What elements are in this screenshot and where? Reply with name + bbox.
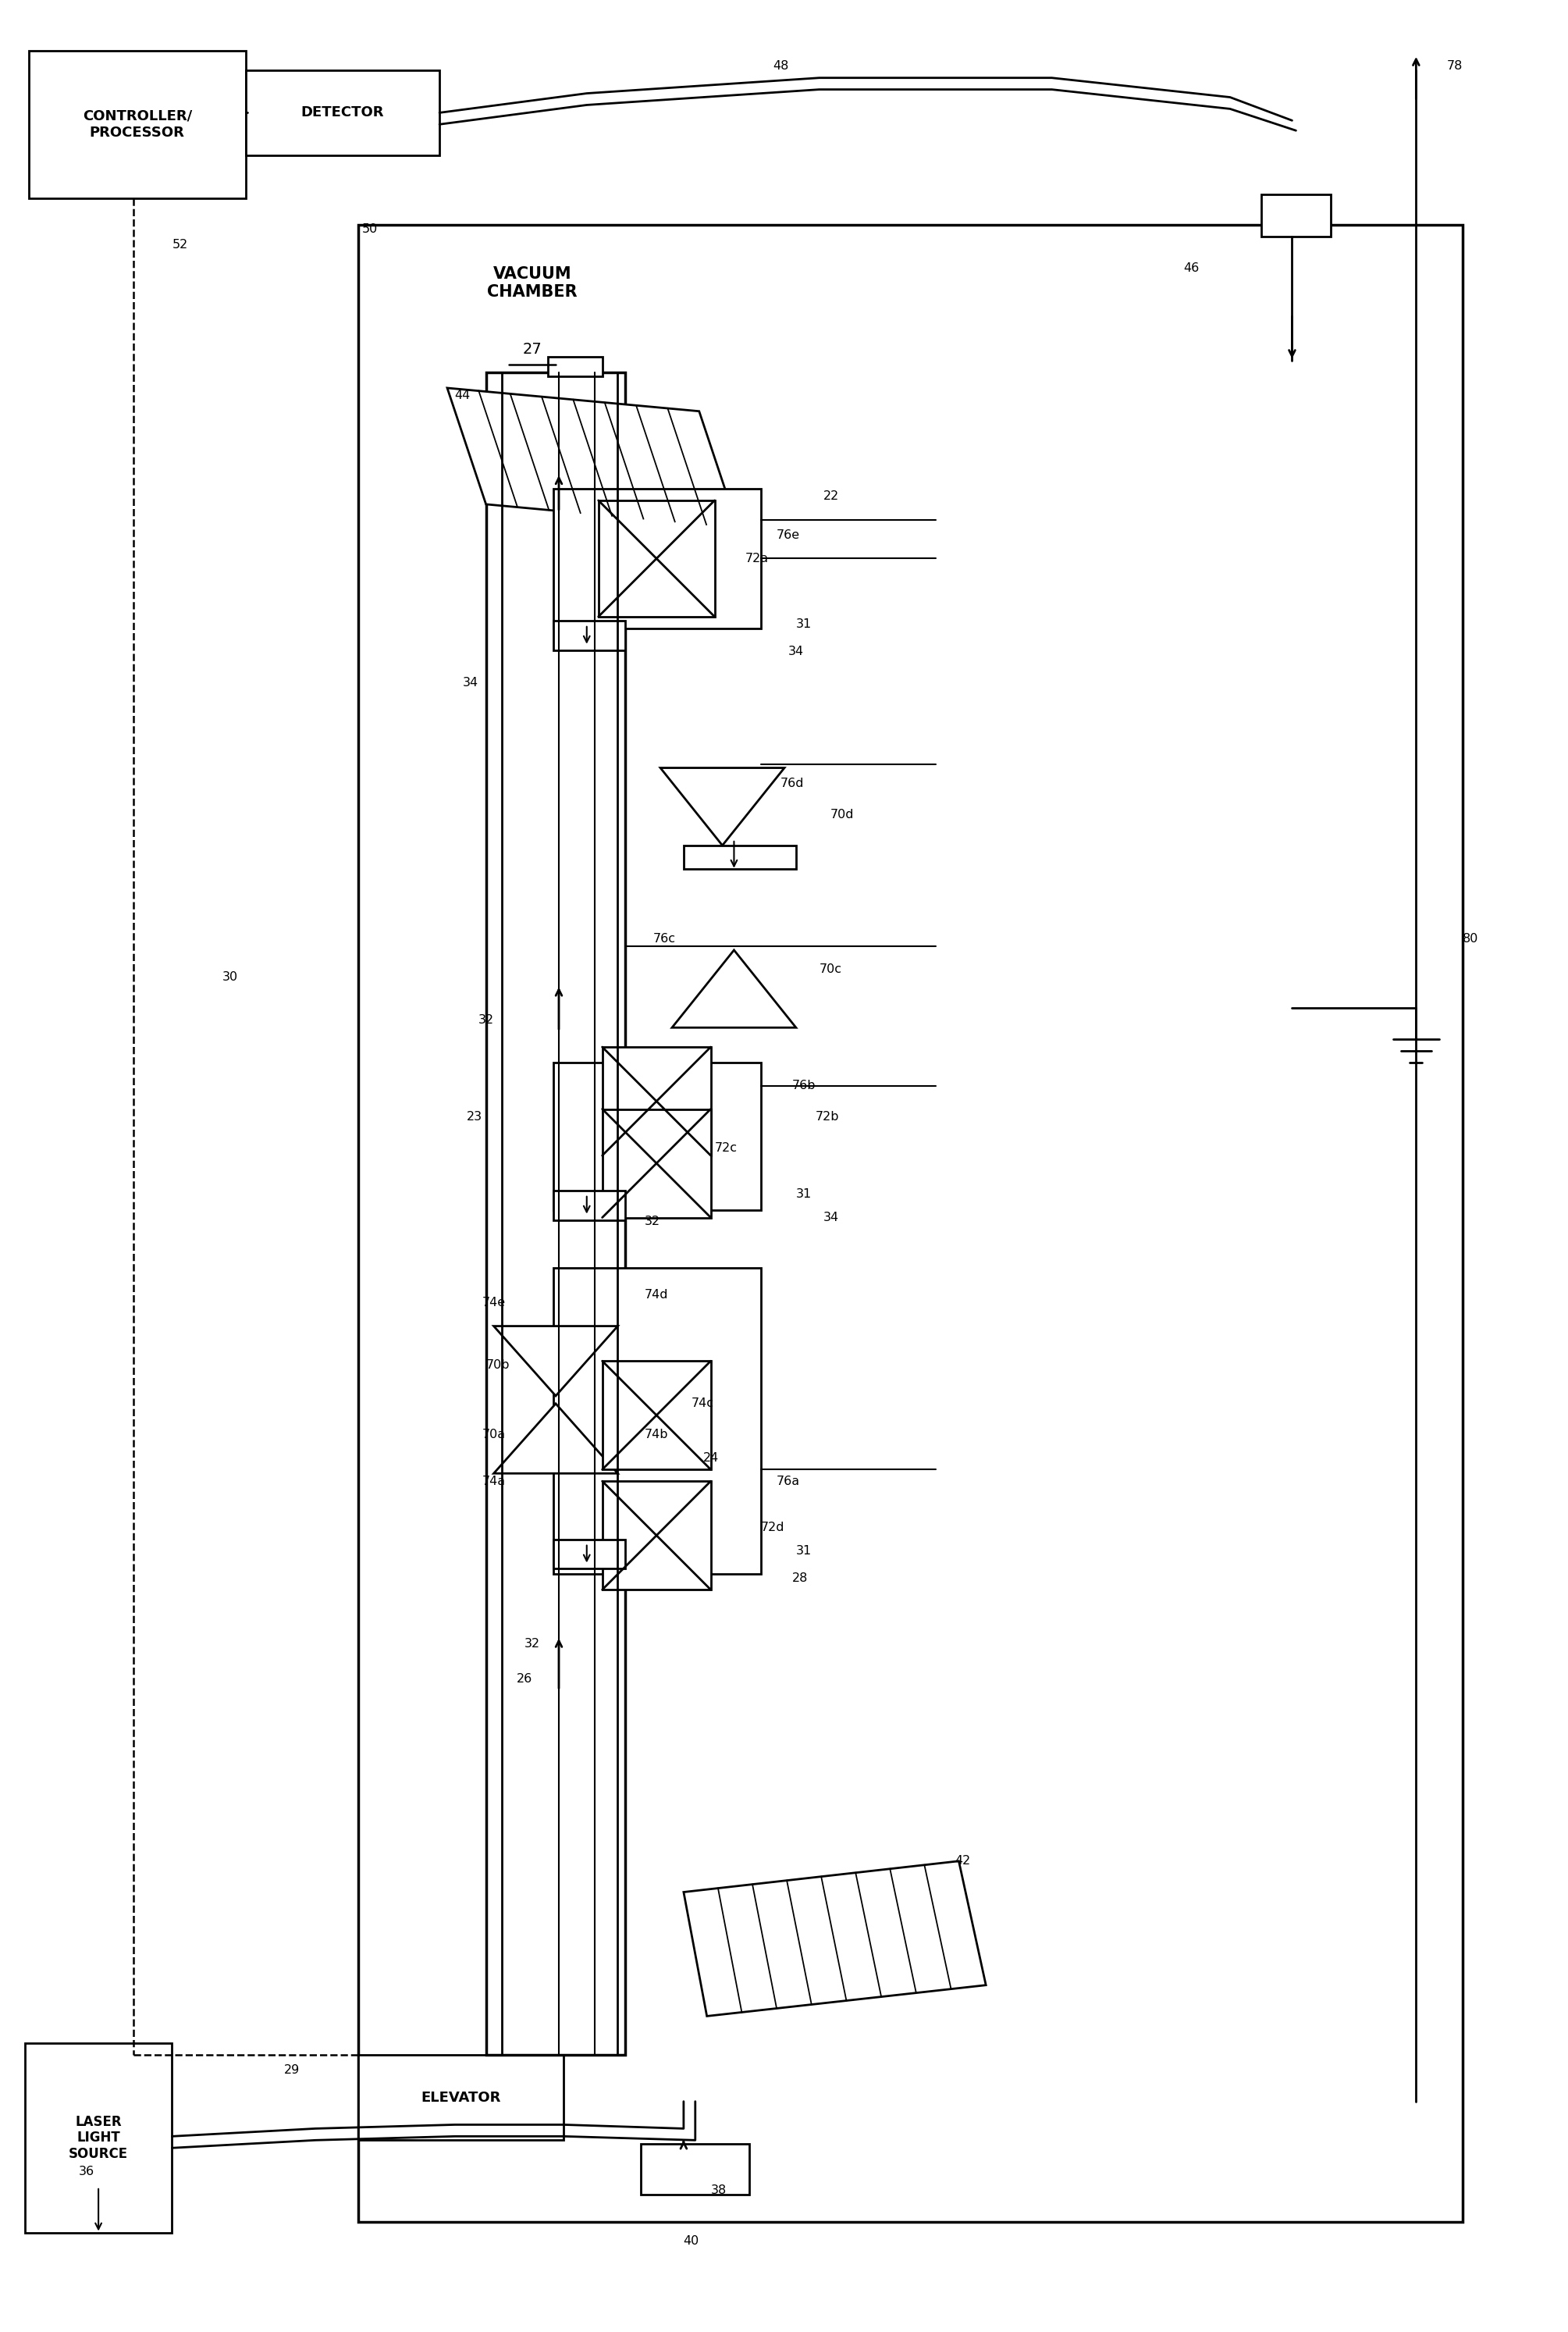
Text: 76a: 76a — [776, 1476, 800, 1488]
Polygon shape — [660, 767, 784, 847]
Bar — [602, 1362, 710, 1469]
Bar — [602, 1110, 710, 1217]
Text: 74a: 74a — [481, 1476, 505, 1488]
Bar — [554, 1063, 760, 1210]
Text: 36: 36 — [78, 2166, 94, 2178]
Text: 70a: 70a — [481, 1430, 505, 1441]
Text: 70c: 70c — [820, 963, 842, 975]
Text: 38: 38 — [710, 2185, 726, 2197]
Polygon shape — [673, 949, 797, 1028]
Text: 44: 44 — [455, 389, 470, 401]
Text: CONTROLLER/
PROCESSOR: CONTROLLER/ PROCESSOR — [83, 110, 191, 140]
Bar — [554, 1189, 626, 1220]
Text: 76b: 76b — [792, 1080, 815, 1091]
Text: 34: 34 — [463, 676, 478, 688]
Text: 70b: 70b — [486, 1360, 510, 1371]
Text: 29: 29 — [284, 2064, 299, 2075]
Text: 76d: 76d — [781, 777, 804, 788]
Text: 32: 32 — [525, 1637, 541, 1649]
Text: 27: 27 — [522, 343, 543, 357]
Bar — [554, 490, 760, 627]
Text: 34: 34 — [823, 1213, 839, 1224]
Text: 78: 78 — [1447, 61, 1463, 72]
Text: LASER
LIGHT
SOURCE: LASER LIGHT SOURCE — [69, 2115, 129, 2162]
Text: 31: 31 — [797, 1546, 812, 1558]
Text: 24: 24 — [702, 1453, 718, 1464]
Bar — [25, 2043, 172, 2234]
Text: 26: 26 — [517, 1672, 533, 1684]
Text: 72d: 72d — [760, 1523, 784, 1534]
Bar — [28, 51, 246, 198]
Text: 46: 46 — [1184, 261, 1200, 273]
Text: 48: 48 — [773, 61, 789, 72]
Text: 74e: 74e — [481, 1297, 505, 1308]
Bar — [554, 1539, 626, 1569]
Text: 74b: 74b — [644, 1430, 668, 1441]
Text: 74d: 74d — [644, 1290, 668, 1301]
Bar — [358, 2054, 563, 2141]
Text: ELEVATOR: ELEVATOR — [422, 2089, 502, 2103]
Text: 32: 32 — [644, 1215, 660, 1227]
Polygon shape — [447, 387, 739, 527]
Bar — [602, 1047, 710, 1157]
Text: 22: 22 — [823, 490, 839, 501]
Text: 72c: 72c — [715, 1143, 737, 1154]
Bar — [602, 1481, 710, 1590]
Text: 76c: 76c — [652, 933, 676, 944]
Text: 72a: 72a — [745, 553, 768, 564]
Text: 40: 40 — [684, 2234, 699, 2246]
Bar — [599, 501, 715, 616]
Bar — [554, 1269, 760, 1574]
Text: 31: 31 — [797, 1189, 812, 1201]
Text: 34: 34 — [789, 646, 804, 658]
Text: 72b: 72b — [815, 1110, 839, 1122]
Text: VACUUM
CHAMBER: VACUUM CHAMBER — [488, 266, 577, 301]
Text: 80: 80 — [1463, 933, 1479, 944]
Polygon shape — [494, 1404, 618, 1474]
Text: 70d: 70d — [831, 809, 855, 821]
Text: 32: 32 — [478, 1014, 494, 1026]
Text: 31: 31 — [797, 618, 812, 630]
Bar — [1261, 194, 1331, 238]
Text: 42: 42 — [955, 1856, 971, 1868]
Text: 76e: 76e — [776, 529, 800, 541]
Bar — [246, 70, 439, 156]
Polygon shape — [494, 1327, 618, 1397]
Bar — [547, 357, 602, 375]
Text: 23: 23 — [467, 1110, 483, 1122]
Text: 74c: 74c — [691, 1397, 715, 1409]
Text: DETECTOR: DETECTOR — [301, 105, 384, 119]
Text: 50: 50 — [362, 224, 378, 236]
Bar — [554, 620, 626, 651]
Bar — [486, 373, 626, 2054]
Bar — [684, 847, 797, 868]
Text: 30: 30 — [223, 972, 238, 984]
Bar — [641, 2143, 750, 2194]
Text: 52: 52 — [172, 238, 188, 250]
Text: 28: 28 — [792, 1572, 808, 1583]
Bar — [358, 226, 1463, 2222]
Polygon shape — [684, 1861, 986, 2017]
